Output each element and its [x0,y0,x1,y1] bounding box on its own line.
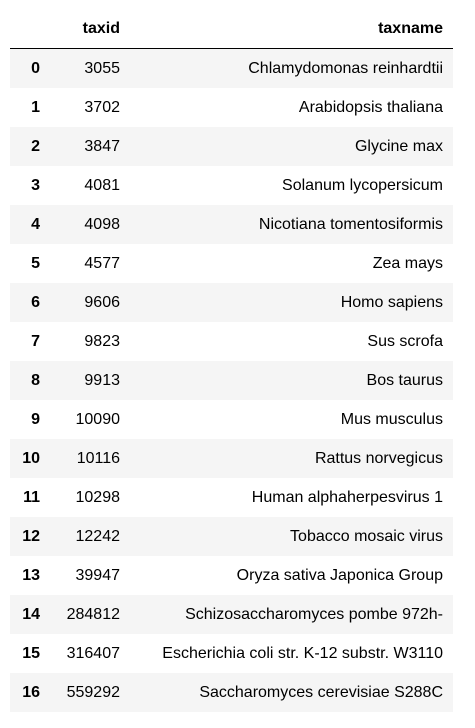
taxname-cell: Zea mays [372,255,443,272]
taxname-cell: Solanum lycopersicum [282,177,443,194]
table-row: 4 4098 Nicotiana tomentosiformis [10,205,453,244]
taxid-cell: 10090 [75,411,121,428]
row-index-cell: 0 [31,60,40,77]
table-row: 0 3055 Chlamydomonas reinhardtii [10,48,453,88]
table-row: 1 3702 Arabidopsis thaliana [10,88,453,127]
taxid-cell: 12242 [75,528,121,545]
taxid-cell: 39947 [75,567,121,584]
taxname-cell: Nicotiana tomentosiformis [258,216,443,233]
row-index-cell: 15 [22,645,40,662]
taxname-cell: Glycine max [354,138,443,155]
table-row: 11 10298 Human alphaherpesvirus 1 [10,478,453,517]
taxid-cell: 9606 [84,294,120,311]
table-row: 12 12242 Tobacco mosaic virus [10,517,453,556]
dataframe-table: taxid taxname 0 3055 Chlamydomonas reinhar… [10,9,453,712]
table-row: 8 9913 Bos taurus [10,361,453,400]
row-index-cell: 11 [23,489,40,506]
taxname-cell: Saccharomyces cerevisiae S288C [199,684,443,701]
row-index-cell: 12 [22,528,40,545]
taxname-cell: Rattus norvegicus [314,450,443,467]
table-row: 15 316407 Escherichia coli str. K-12 subst… [10,634,453,673]
taxname-cell: Mus musculus [340,411,443,428]
table-row: 9 10090 Mus musculus [10,400,453,439]
row-index-cell: 2 [31,138,40,155]
taxname-cell: Bos taurus [366,372,443,389]
row-index-cell: 8 [31,372,40,389]
row-index-cell: 5 [31,255,40,272]
column-header-taxid: taxid [50,9,130,49]
header-row: taxid taxname [10,9,453,49]
row-index-cell: 6 [31,294,40,311]
table-row: 2 3847 Glycine max [10,127,453,166]
table-row: 13 39947 Oryza sativa Japonica Group [10,556,453,595]
taxname-cell: Homo sapiens [340,294,443,311]
taxid-cell: 3847 [84,138,120,155]
taxid-cell: 316407 [66,645,120,662]
row-index-cell: 10 [22,450,40,467]
taxid-cell: 9913 [84,372,120,389]
row-index-cell: 16 [22,684,40,701]
table-row: 14 284812 Schizosaccharomyces pombe 972h- [10,595,453,634]
taxid-cell: 4098 [84,216,120,233]
taxid-cell: 559292 [66,684,120,701]
taxid-cell: 10116 [76,450,120,467]
row-index-cell: 7 [31,333,40,350]
taxid-cell: 3702 [84,99,120,116]
row-index-cell: 1 [31,99,40,116]
row-index-cell: 13 [22,567,40,584]
table-row: 7 9823 Sus scrofa [10,322,453,361]
taxid-cell: 10298 [75,489,121,506]
taxname-cell: Chlamydomonas reinhardtii [248,60,443,77]
table-row: 10 10116 Rattus norvegicus [10,439,453,478]
taxname-cell: Arabidopsis thaliana [298,99,443,116]
row-index-cell: 3 [31,177,40,194]
table-row: 16 559292 Saccharomyces cerevisiae S288C [10,673,453,712]
taxname-cell: Oryza sativa Japonica Group [236,567,443,584]
taxname-cell: Schizosaccharomyces pombe 972h- [185,606,443,623]
table-row: 6 9606 Homo sapiens [10,283,453,322]
taxname-cell: Human alphaherpesvirus 1 [251,489,443,506]
taxname-cell: Escherichia coli str. K-12 substr. W3110 [162,645,443,662]
table-header: taxid taxname [10,9,453,49]
table-row: 3 4081 Solanum lycopersicum [10,166,453,205]
taxname-cell: Sus scrofa [367,333,443,350]
index-column-header [10,9,50,49]
row-index-cell: 14 [22,606,40,623]
column-header-taxname: taxname [130,9,453,49]
table-body: 0 3055 Chlamydomonas reinhardtii 1 3702 Arabi… [10,48,453,712]
taxid-cell: 4577 [84,255,120,272]
row-index-cell: 4 [31,216,40,233]
taxid-cell: 3055 [84,60,120,77]
taxid-cell: 284812 [66,606,120,623]
row-index-cell: 9 [31,411,40,428]
taxname-cell: Tobacco mosaic virus [290,528,443,545]
taxid-cell: 4081 [84,177,120,194]
taxid-cell: 9823 [84,333,120,350]
table-row: 5 4577 Zea mays [10,244,453,283]
